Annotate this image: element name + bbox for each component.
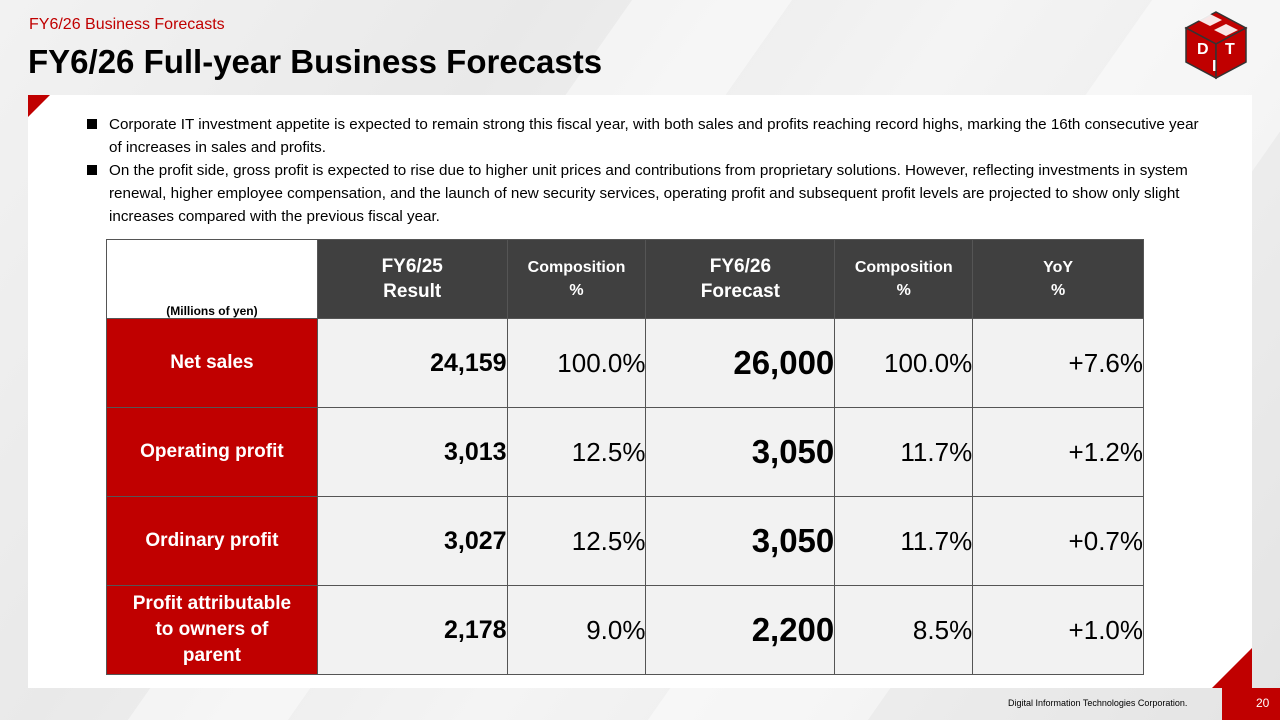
bullet-item: On the profit side, gross profit is expe… [85, 159, 1215, 228]
page-number: 20 [1256, 696, 1270, 710]
cell-value: 2,178 [316, 585, 508, 675]
cell-value: 11.7% [834, 407, 974, 497]
column-header-composition-fy26: Composition% [834, 239, 974, 319]
corner-accent [1212, 648, 1252, 688]
column-header-yoy: YoY% [972, 239, 1144, 319]
cell-value: 24,159 [316, 318, 508, 408]
footer-accent [1222, 688, 1280, 720]
cell-value: 3,013 [316, 407, 508, 497]
company-logo-icon: D I T [1184, 11, 1248, 80]
unit-label: (Millions of yen) [106, 239, 318, 319]
page-title: FY6/26 Full-year Business Forecasts [28, 43, 603, 80]
cell-value: +1.0% [972, 585, 1144, 675]
bullet-list: Corporate IT investment appetite is expe… [85, 113, 1215, 228]
bullet-text: On the profit side, gross profit is expe… [109, 162, 1188, 225]
logo-letter-i: I [1212, 58, 1216, 75]
bullet-square-icon [87, 119, 97, 129]
table-header-row: (Millions of yen) FY6/25 Result Compositi… [106, 239, 1144, 319]
cell-value: 9.0% [506, 585, 647, 675]
column-header-fy26-forecast: FY6/26 Forecast [645, 239, 836, 319]
cell-value: 12.5% [506, 407, 647, 497]
forecast-table: (Millions of yen) FY6/25 Result Compositi… [106, 239, 1144, 675]
cell-value: +0.7% [972, 496, 1144, 586]
table-row: Profit attributable to owners of parent … [106, 585, 1144, 675]
cell-value: 3,050 [645, 496, 836, 586]
row-label-ordinary-profit: Ordinary profit [106, 496, 318, 586]
cell-value: +7.6% [972, 318, 1144, 408]
row-label-net-sales: Net sales [106, 318, 318, 408]
cell-value: 3,050 [645, 407, 836, 497]
bullet-text: Corporate IT investment appetite is expe… [109, 116, 1199, 156]
bullet-square-icon [87, 165, 97, 175]
cell-value: 11.7% [834, 496, 974, 586]
row-label-operating-profit: Operating profit [106, 407, 318, 497]
cell-value: 8.5% [834, 585, 974, 675]
table-row: Net sales 24,159 100.0% 26,000 100.0% +7… [106, 318, 1144, 408]
column-header-composition-fy25: Composition% [506, 239, 647, 319]
footer-company: Digital Information Technologies Corpora… [1008, 698, 1188, 708]
bullet-item: Corporate IT investment appetite is expe… [85, 113, 1215, 159]
cell-value: 2,200 [645, 585, 836, 675]
cell-value: 3,027 [316, 496, 508, 586]
column-header-fy25-result: FY6/25 Result [316, 239, 508, 319]
section-subtitle: FY6/26 Business Forecasts [29, 16, 225, 33]
cell-value: 100.0% [506, 318, 647, 408]
cell-value: 100.0% [834, 318, 974, 408]
corner-accent [28, 95, 50, 117]
table-row: Ordinary profit 3,027 12.5% 3,050 11.7% … [106, 496, 1144, 586]
logo-letter-d: D [1197, 41, 1209, 58]
cell-value: 12.5% [506, 496, 647, 586]
cell-value: +1.2% [972, 407, 1144, 497]
cell-value: 26,000 [645, 318, 836, 408]
logo-letter-t: T [1225, 41, 1235, 58]
table-row: Operating profit 3,013 12.5% 3,050 11.7%… [106, 407, 1144, 497]
row-label-profit-attributable: Profit attributable to owners of parent [106, 585, 318, 675]
